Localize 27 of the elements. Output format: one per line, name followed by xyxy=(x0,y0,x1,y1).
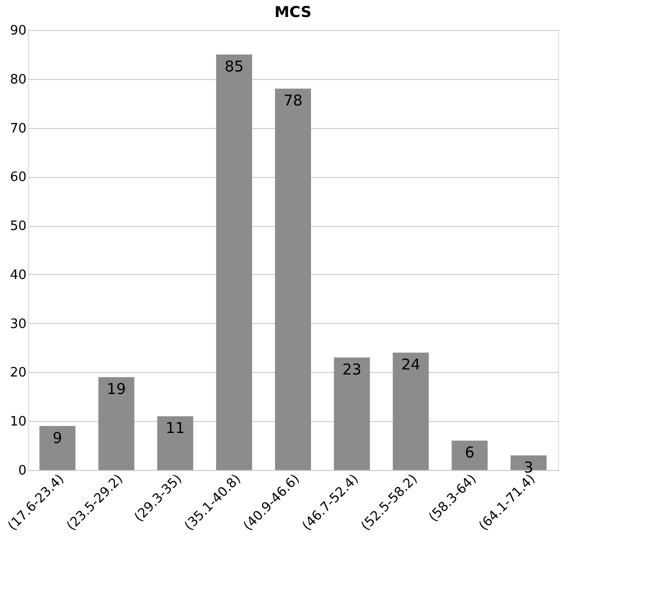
bar xyxy=(275,88,311,470)
data-label: 24 xyxy=(401,356,420,374)
chart-title: MCS xyxy=(274,3,312,21)
data-label: 85 xyxy=(224,57,244,76)
y-tick-label: 80 xyxy=(10,72,26,88)
y-tick-label: 40 xyxy=(10,268,26,283)
bar xyxy=(98,377,134,470)
bar xyxy=(157,416,194,470)
bar xyxy=(39,426,76,470)
bar xyxy=(334,358,370,470)
data-label: 9 xyxy=(52,429,62,447)
y-tick-label: 0 xyxy=(18,464,26,478)
y-tick-label: 30 xyxy=(10,316,26,332)
data-label: 19 xyxy=(106,380,126,398)
data-label: 78 xyxy=(283,92,303,110)
bar xyxy=(452,440,488,470)
y-tick-label: 60 xyxy=(10,170,26,186)
y-tick-label: 70 xyxy=(10,121,26,136)
y-tick-label: 90 xyxy=(10,24,26,38)
data-label: 23 xyxy=(342,360,362,379)
bar xyxy=(216,54,252,470)
data-label: 6 xyxy=(464,444,474,462)
y-tick-label: 10 xyxy=(10,414,26,430)
bar xyxy=(392,352,429,470)
y-tick-label: 50 xyxy=(10,219,26,234)
data-label: 11 xyxy=(166,419,185,438)
y-tick-label: 20 xyxy=(10,366,26,381)
